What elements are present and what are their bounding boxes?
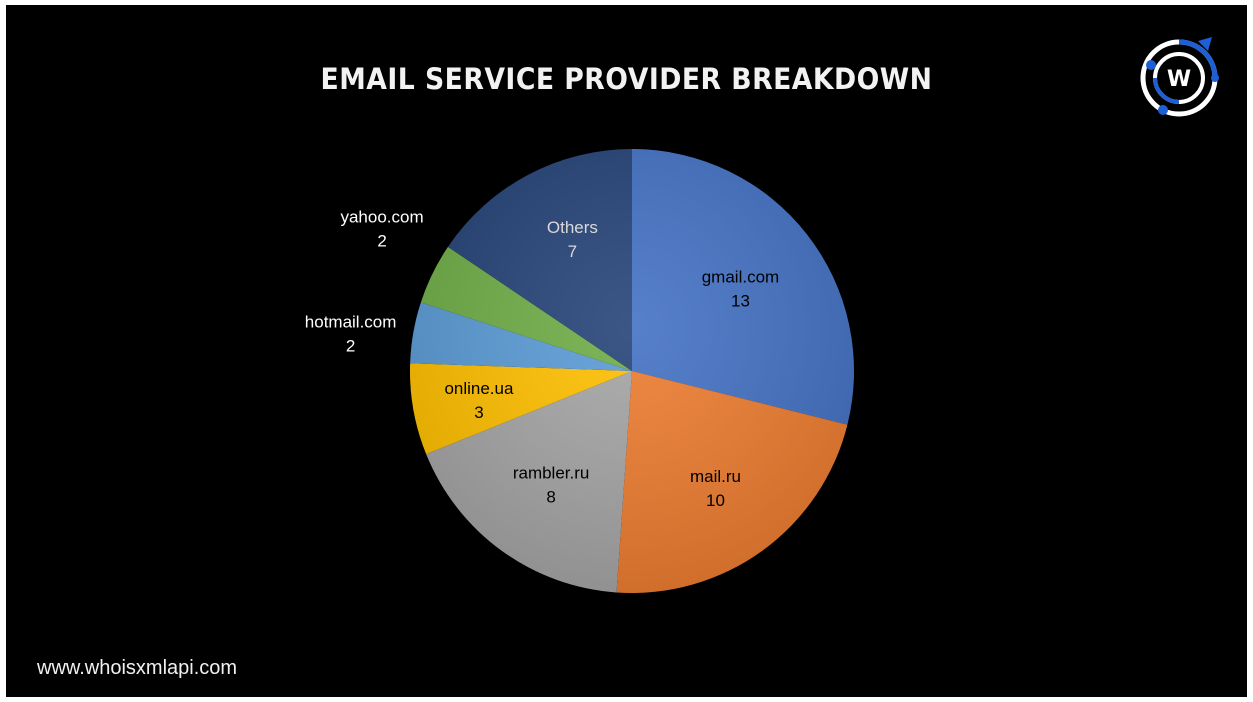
slice-category-label: mail.ru [690,467,741,486]
slice-category-label: gmail.com [702,267,779,286]
slice-label-online-ua: online.ua 3 [444,379,514,422]
logo-letter: W [1167,67,1191,92]
slice-category-label: Others [547,218,598,237]
website-url: www.whoisxmlapi.com [37,657,238,679]
slice-value-label: 3 [474,403,483,422]
slice-category-label: yahoo.com [340,208,423,227]
slice-label-rambler-ru: rambler.ru 8 [513,463,590,506]
slice-label-others: Others 7 [547,218,598,261]
whoisxmlapi-logo: W [1136,33,1222,119]
slice-value-label: 7 [568,242,577,261]
pie-chart: gmail.com 13 mail.ru 10 rambler.ru 8 online.ua… [305,149,855,593]
slide: EMAIL SERVICE PROVIDER BREAKDOWN gmail.c… [6,5,1247,697]
slice-label-mail-ru: mail.ru 10 [690,467,741,510]
slice-category-label: rambler.ru [513,463,590,482]
whoisxmlapi-w-logo-icon: W [1140,37,1219,117]
slice-label-yahoo-com: yahoo.com 2 [340,208,423,251]
slice-category-label: hotmail.com [305,312,397,331]
slice-label-hotmail-com: hotmail.com 2 [305,312,397,355]
slice-category-label: online.ua [444,379,514,398]
chart-title: EMAIL SERVICE PROVIDER BREAKDOWN [320,62,933,96]
slice-value-label: 8 [546,487,555,506]
slice-value-label: 2 [346,336,355,355]
slice-value-label: 2 [377,232,386,251]
slice-label-gmail-com: gmail.com 13 [702,267,779,310]
slice-value-label: 13 [731,291,750,310]
slice-value-label: 10 [706,491,725,510]
